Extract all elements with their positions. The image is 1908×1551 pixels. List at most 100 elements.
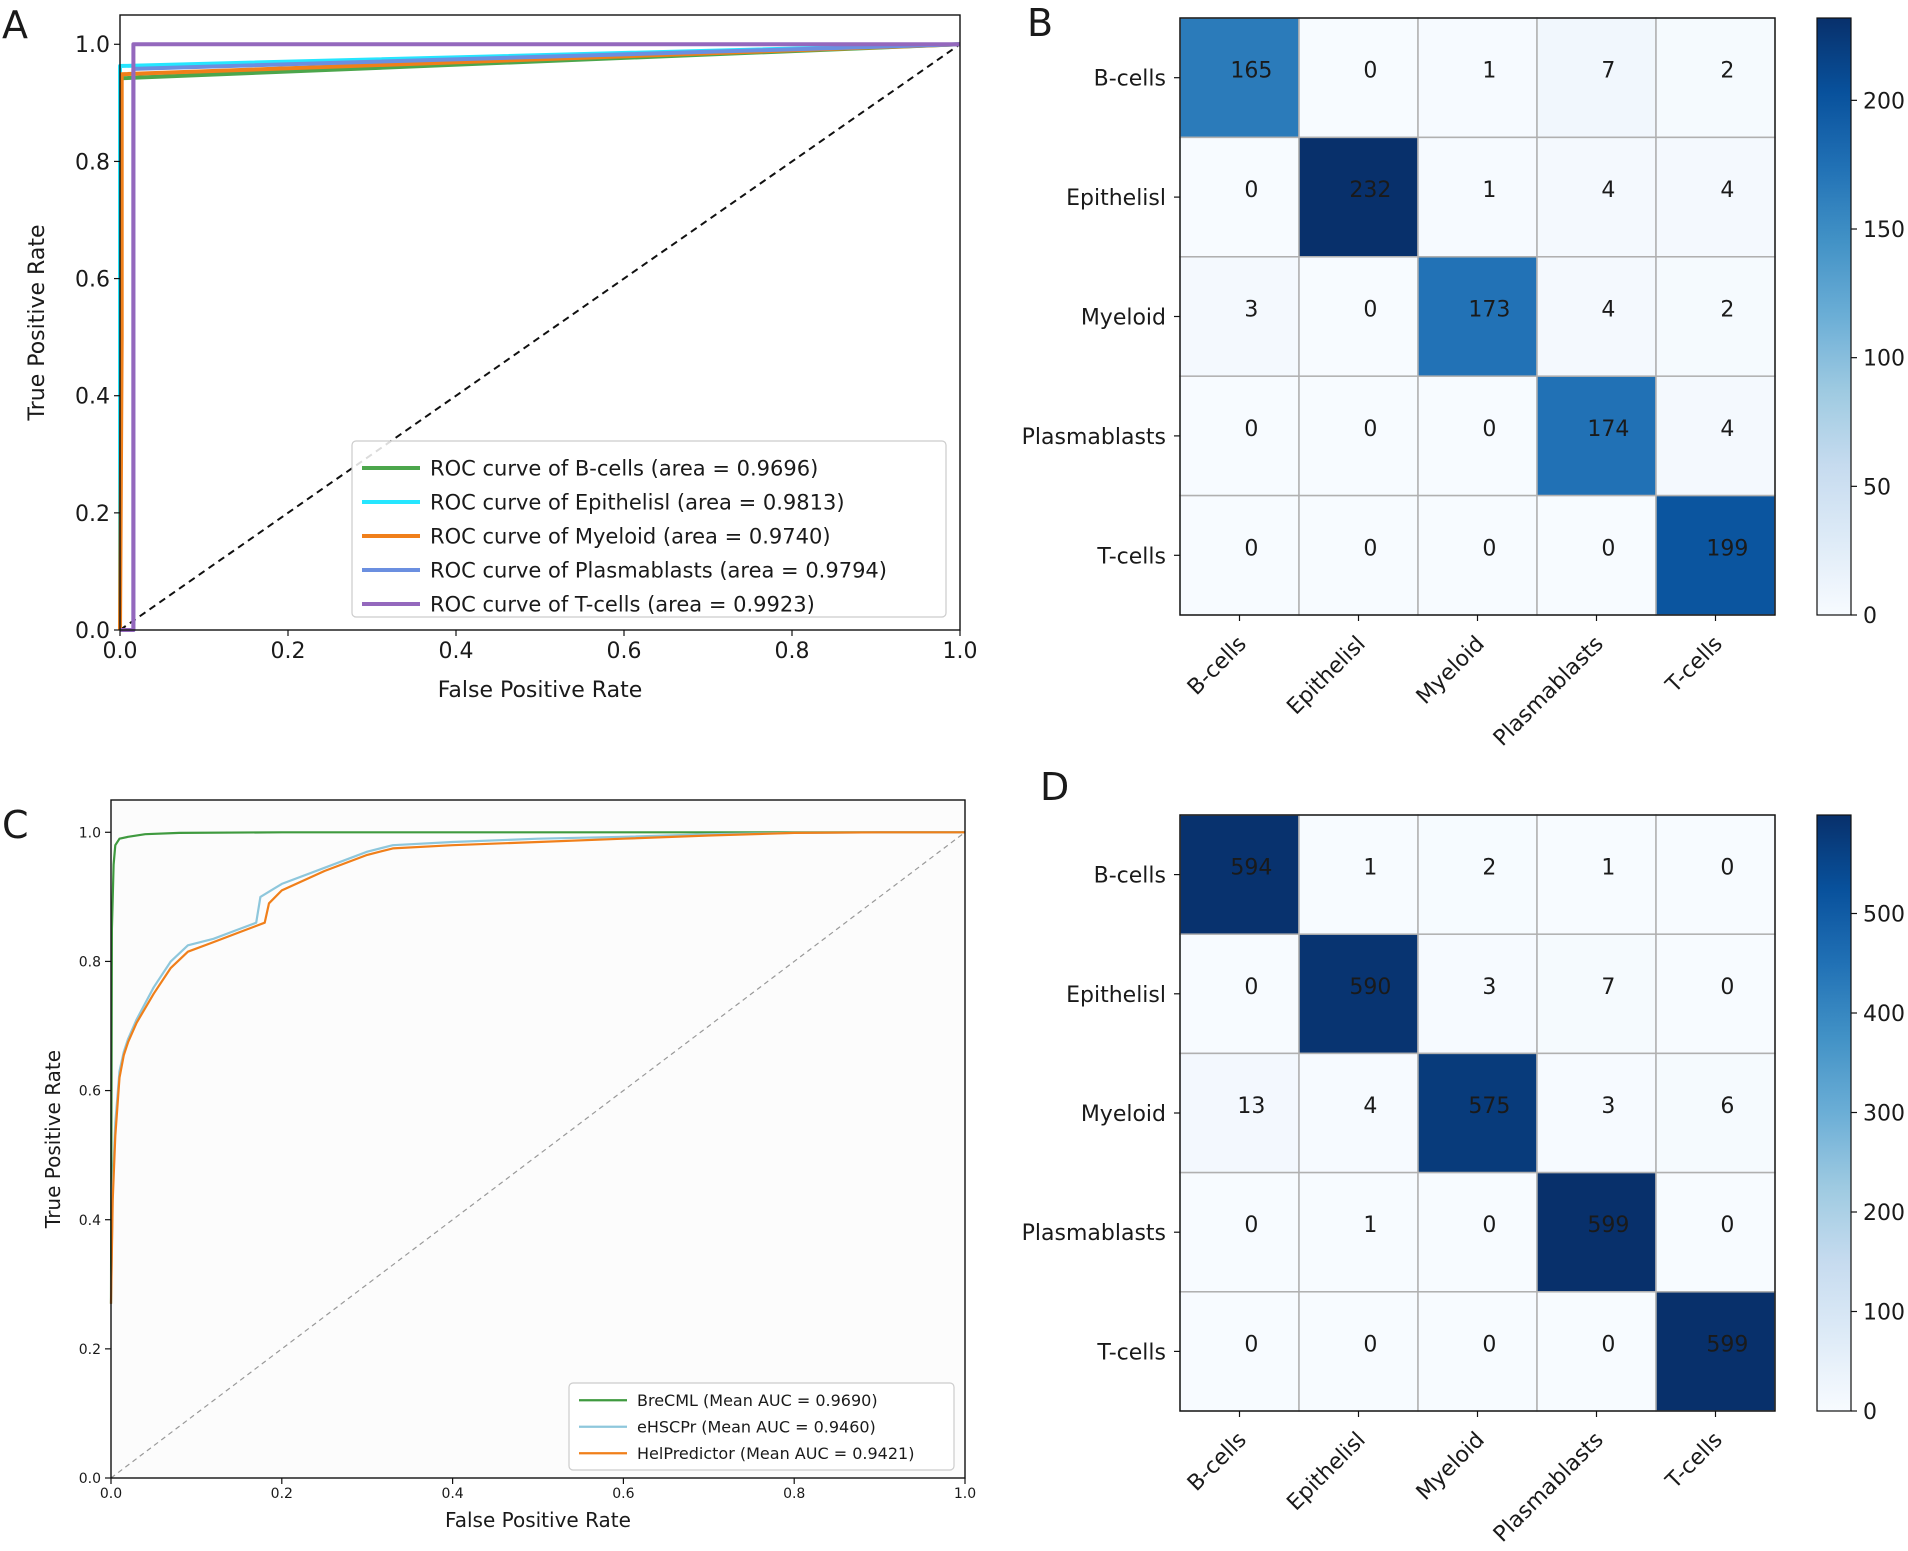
- heatmap-cell: [1536, 136, 1657, 258]
- heatmap-cell: [1536, 1291, 1657, 1412]
- heatmap-cell: [1298, 814, 1419, 935]
- heatmap-cell: [1417, 494, 1538, 616]
- roc-series-line: [109, 831, 965, 1304]
- heatmap-cell: [1179, 1291, 1300, 1412]
- cell-value: 4: [1720, 417, 1734, 442]
- cell-value: 594: [1230, 856, 1272, 881]
- x-tick-label: 0.2: [271, 639, 306, 664]
- legend-box: [351, 440, 947, 618]
- cell-value: 2: [1720, 298, 1734, 323]
- cell-value: 0: [1363, 59, 1377, 84]
- legend-entry: ROC curve of B-cells (area = 0.9696): [430, 457, 818, 481]
- x-tick-label: 0.6: [607, 639, 642, 664]
- heatmap-cell: [1536, 933, 1657, 1055]
- heatmap-cell: [1179, 1052, 1300, 1174]
- heatmap-cell: [1655, 17, 1776, 139]
- cell-value: 2: [1720, 59, 1734, 84]
- row-label: Epithelisl: [1066, 983, 1166, 1008]
- col-label: Epithelisl: [1282, 1428, 1370, 1516]
- cell-value: 1: [1363, 856, 1377, 881]
- colorbar-tick-label: 150: [1863, 218, 1905, 243]
- confusion-matrix-b: 165 0 1 7 20 232 1 4 43 0 173 4 20 0 0 174 40 0 0 0 199B-cel…: [1022, 17, 1905, 751]
- cell-value: 3: [1482, 975, 1496, 1000]
- col-label: Plasmablasts: [1489, 1428, 1609, 1548]
- cell-value: 3: [1244, 298, 1258, 323]
- heatmap-cell: [1179, 136, 1300, 258]
- col-label: Epithelisl: [1282, 632, 1370, 720]
- heatmap-cell: [1298, 1171, 1419, 1293]
- colorbar: [1816, 814, 1852, 1412]
- heatmap-cell: [1536, 1171, 1657, 1293]
- y-tick-label: 1.0: [75, 33, 110, 58]
- legend-entry: ROC curve of T-cells (area = 0.9923): [430, 593, 815, 617]
- heatmap-cell: [1655, 136, 1776, 258]
- row-label: B-cells: [1094, 864, 1166, 889]
- heatmap-cell: [1417, 1052, 1538, 1174]
- panel-label-b: B: [1027, 1, 1053, 45]
- cell-value: 0: [1244, 536, 1258, 561]
- y-tick-label: 1.0: [79, 825, 101, 841]
- heatmap-cell: [1655, 494, 1776, 616]
- legend-entry: BreCML (Mean AUC = 0.9690): [637, 1391, 878, 1410]
- row-label: T-cells: [1096, 1340, 1166, 1365]
- cell-value: 0: [1601, 1332, 1615, 1357]
- heatmap-cell: [1655, 256, 1776, 377]
- cell-value: 0: [1244, 178, 1258, 203]
- chance-diagonal: [119, 43, 961, 631]
- col-label: Myeloid: [1412, 632, 1490, 710]
- roc-chart-a: 0.0 0.2 0.4 0.6 0.8 1.0 0.0 0.2 0.4 0.6 0.8 1.0 Fals…: [25, 14, 978, 703]
- row-label: B-cells: [1094, 67, 1166, 92]
- cell-value: 0: [1363, 298, 1377, 323]
- heatmap-cell: [1536, 494, 1657, 616]
- cell-value: 174: [1587, 417, 1629, 442]
- heatmap-cell: [1417, 375, 1538, 497]
- cell-value: 0: [1244, 975, 1258, 1000]
- heatmap-cell: [1298, 375, 1419, 497]
- cell-value: 0: [1482, 1213, 1496, 1238]
- y-tick-label: 0.4: [79, 1213, 101, 1229]
- legend-entry: HelPredictor (Mean AUC = 0.9421): [637, 1444, 914, 1463]
- panel-label-c: C: [2, 803, 29, 847]
- y-tick-label: 0.6: [79, 1084, 101, 1100]
- cell-value: 1: [1363, 1213, 1377, 1238]
- heatmap-cell: [1417, 1291, 1538, 1412]
- x-tick-label: 0.6: [612, 1486, 634, 1502]
- panel-label-d: D: [1040, 765, 1069, 809]
- y-tick-label: 0.6: [75, 267, 110, 292]
- heatmap-cell: [1417, 814, 1538, 935]
- x-tick-label: 1.0: [943, 639, 978, 664]
- x-tick-label: 0.4: [439, 639, 474, 664]
- cell-value: 173: [1468, 298, 1510, 323]
- heatmap-cell: [1298, 933, 1419, 1055]
- cell-value: 7: [1601, 975, 1615, 1000]
- row-label: T-cells: [1096, 544, 1166, 569]
- cell-value: 0: [1720, 975, 1734, 1000]
- cell-value: 3: [1601, 1094, 1615, 1119]
- cell-value: 232: [1349, 178, 1391, 203]
- chance-diagonal: [110, 831, 966, 1479]
- heatmap-cell: [1536, 814, 1657, 935]
- heatmap-cell: [1417, 1171, 1538, 1293]
- plot-frame: [110, 799, 966, 1479]
- roc-chart-c: 0.0 0.2 0.4 0.6 0.8 1.0 0.0 0.2 0.4 0.6 0.8 1.0 Fals…: [41, 799, 976, 1532]
- heatmap-cell: [1655, 1171, 1776, 1293]
- legend-entry: ROC curve of Plasmablasts (area = 0.9794…: [430, 559, 887, 583]
- cell-value: 4: [1601, 178, 1615, 203]
- heatmap-cell: [1536, 17, 1657, 139]
- col-label: T-cells: [1661, 632, 1728, 699]
- row-label: Myeloid: [1081, 306, 1166, 331]
- col-label: B-cells: [1183, 1428, 1252, 1497]
- cell-value: 0: [1244, 1213, 1258, 1238]
- heatmap-cell: [1536, 1052, 1657, 1174]
- cell-value: 599: [1587, 1213, 1629, 1238]
- heatmap-cell: [1655, 814, 1776, 935]
- colorbar-tick-label: 0: [1863, 604, 1877, 629]
- colorbar-tick-label: 0: [1863, 1400, 1877, 1425]
- cell-value: 575: [1468, 1094, 1510, 1119]
- heatmap-cell: [1179, 375, 1300, 497]
- heatmap-cell: [1417, 136, 1538, 258]
- colorbar-tick-label: 200: [1863, 1201, 1905, 1226]
- y-tick-label: 0.0: [79, 1471, 101, 1487]
- cell-value: 0: [1482, 536, 1496, 561]
